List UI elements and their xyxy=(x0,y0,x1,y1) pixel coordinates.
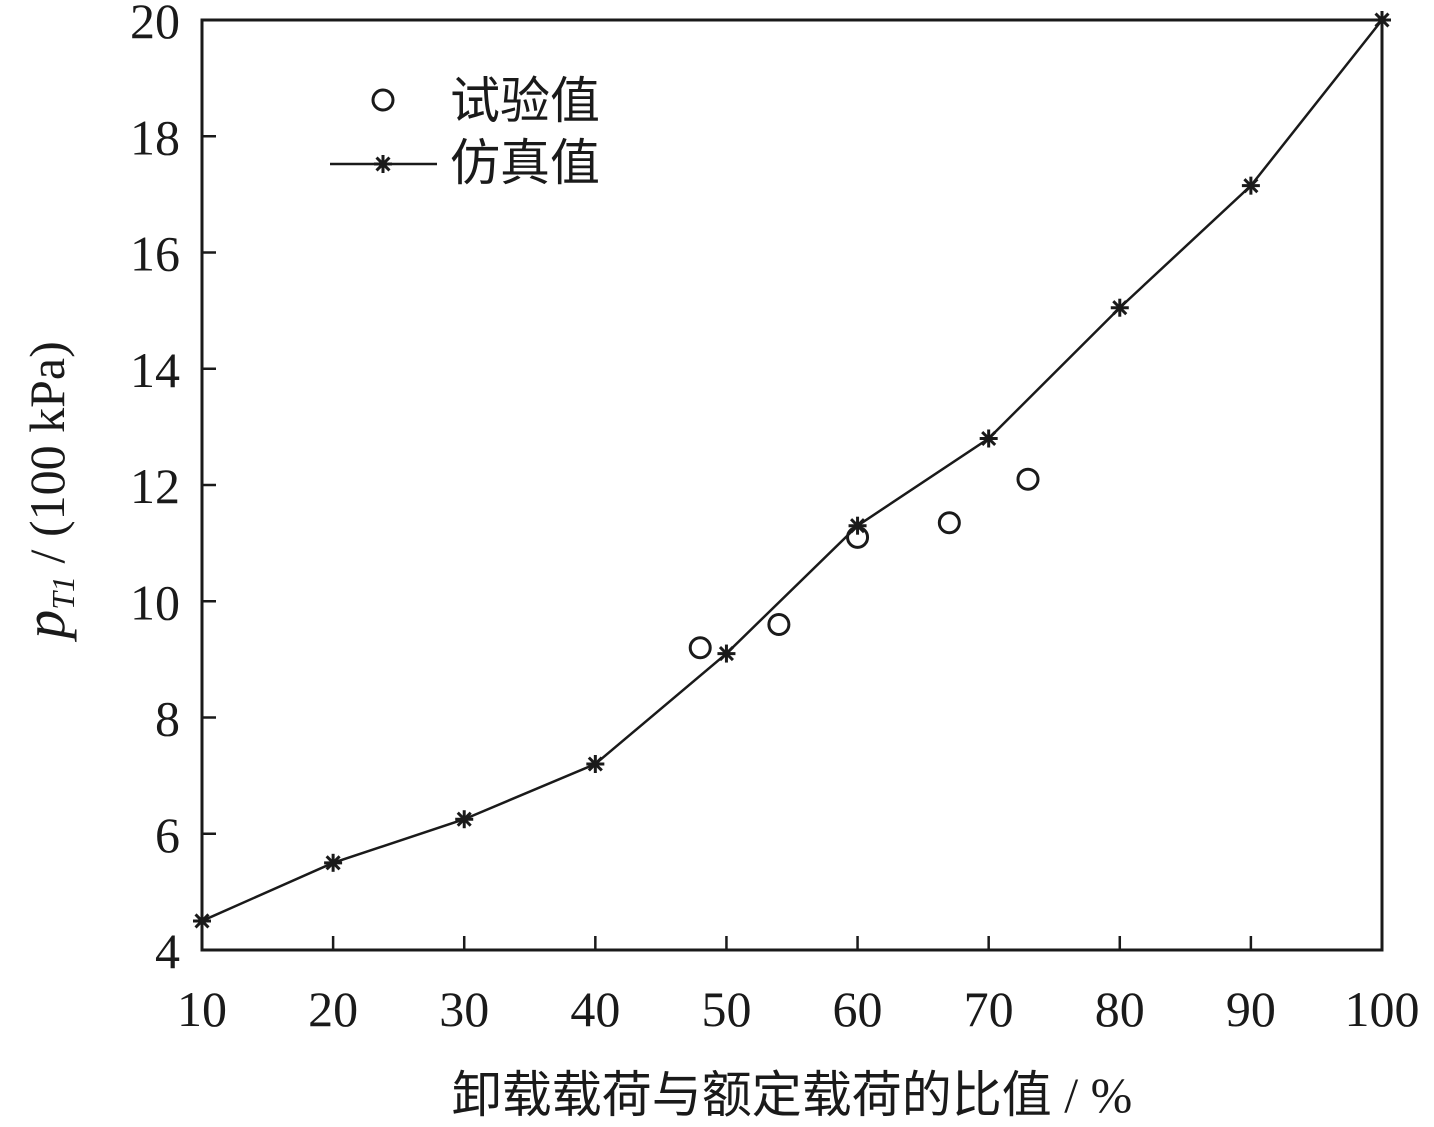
x-tick-label-6: 70 xyxy=(964,981,1014,1037)
x-tick-label-4: 50 xyxy=(701,981,751,1037)
series-0-point-4 xyxy=(1016,467,1040,491)
y-axis-title-sub: T1 xyxy=(45,576,81,610)
y-tick-label-5: 14 xyxy=(130,342,180,398)
series-1-point-2 xyxy=(455,810,474,829)
x-tick-label-0: 10 xyxy=(177,981,227,1037)
series-1-point-5-stroke-3 xyxy=(850,518,866,534)
series-1-point-4-stroke-3 xyxy=(718,646,734,662)
series-1-point-6-stroke-3 xyxy=(981,430,997,447)
series-1-point-3 xyxy=(586,755,605,773)
legend-label-0: 试验值 xyxy=(450,73,600,129)
series-1-point-3-stroke-3 xyxy=(587,756,603,772)
x-tick-label-5: 60 xyxy=(833,981,883,1037)
y-tick-label-8: 20 xyxy=(130,0,180,49)
x-axis-title-text: 卸载载荷与额定载荷的比值 / % xyxy=(452,1067,1133,1123)
series-1-point-8-stroke-3 xyxy=(1243,178,1259,194)
legend-marker-1-stroke-3 xyxy=(375,156,391,172)
legend-item-1: 仿真值 xyxy=(330,135,600,191)
x-tick-label-1: 20 xyxy=(308,981,358,1037)
series-1-point-1 xyxy=(324,853,343,872)
plot-area: 10 20 30 40 50 60 70 80 90 100 4 6 8 10 12 14 16 18 20 xyxy=(130,0,1420,1037)
x-tick-label-7: 80 xyxy=(1095,981,1145,1037)
y-tick-label-1: 6 xyxy=(155,807,180,863)
series-0 xyxy=(688,467,1040,660)
y-tick-label-4: 12 xyxy=(130,458,180,514)
series-1-point-0-stroke-3 xyxy=(194,913,210,929)
y-tick-label-3: 10 xyxy=(130,574,180,630)
y-axis-title-text: pT1 / (100 kPa) xyxy=(12,341,81,643)
series-1-point-1-stroke-3 xyxy=(325,855,341,871)
legend-item-0: 试验值 xyxy=(371,73,600,129)
y-tick-label-2: 8 xyxy=(155,691,180,747)
series-0-point-1 xyxy=(767,613,791,636)
y-tick-label-7: 18 xyxy=(130,109,180,165)
series-1-point-9 xyxy=(1373,11,1391,29)
series-1-point-7-stroke-3 xyxy=(1112,300,1128,316)
series-line-1 xyxy=(201,19,1383,923)
series-0-point-3 xyxy=(937,511,961,535)
series-1-point-6 xyxy=(979,429,998,448)
series-1-point-8 xyxy=(1241,176,1260,195)
series-1-point-9-stroke-3 xyxy=(1374,12,1390,28)
legend-marker-1 xyxy=(374,155,392,173)
y-axis-title: pT1 / (100 kPa) xyxy=(12,341,81,643)
legend-marker-0 xyxy=(371,88,395,112)
x-axis-title: 卸载载荷与额定载荷的比值 / % xyxy=(452,1067,1133,1123)
x-tick-label-9: 100 xyxy=(1345,981,1420,1037)
x-tick-label-8: 90 xyxy=(1226,981,1276,1037)
series-0-point-0 xyxy=(688,636,712,660)
y-axis-title-var: p xyxy=(12,610,77,643)
y-tick-label-0: 4 xyxy=(155,923,180,979)
x-tick-label-3: 40 xyxy=(570,981,620,1037)
y-tick-label-6: 16 xyxy=(130,226,180,282)
series-1-point-5 xyxy=(848,516,867,535)
series-1 xyxy=(193,11,1391,930)
series-1-point-4 xyxy=(717,644,736,663)
series-1-point-2-stroke-3 xyxy=(456,811,472,827)
y-axis-title-rest: / (100 kPa) xyxy=(19,341,75,576)
legend-label-1: 仿真值 xyxy=(450,135,600,191)
series-1-point-7 xyxy=(1110,298,1129,317)
x-tick-label-2: 30 xyxy=(439,981,489,1037)
series-1-point-0 xyxy=(193,911,211,930)
